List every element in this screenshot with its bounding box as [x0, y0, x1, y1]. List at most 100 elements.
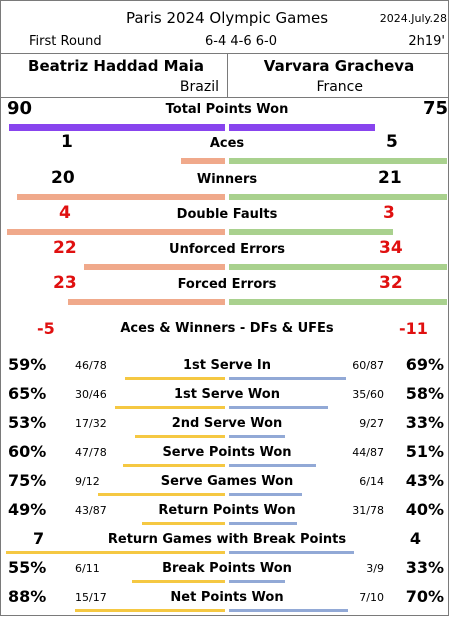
- 2nd-serve-won-player-2-percent: 33%: [405, 413, 444, 432]
- 2nd-serve-won-player-1-percent: 53%: [8, 413, 47, 432]
- 1st-serve-won-player-2-percent: 58%: [405, 384, 444, 403]
- total-points-won-player-2-bar: [229, 124, 375, 131]
- unforced-errors-label: Unforced Errors: [169, 242, 285, 257]
- event-title: Paris 2024 Olympic Games: [125, 9, 329, 27]
- break-points-won-player-1-fraction: 6/11: [75, 562, 100, 575]
- serve-points-won-player-2-bar: [229, 464, 316, 467]
- 1st-serve-in-label: 1st Serve In: [182, 358, 272, 373]
- player-1-name: Beatriz Haddad Maia: [28, 57, 204, 75]
- winners-player-1-value: 20: [51, 168, 75, 188]
- total-points-won-player-2-value: 75: [423, 98, 449, 119]
- serve-points-won-label: Serve Points Won: [162, 445, 292, 460]
- aces-player-1-value: 1: [61, 132, 73, 152]
- forced-errors-player-1-bar: [68, 299, 225, 305]
- net-points-won-player-1-fraction: 15/17: [75, 591, 107, 604]
- header-divider: [1, 53, 448, 54]
- break-points-won-player-2-fraction: 3/9: [366, 562, 384, 575]
- round-label: First Round: [29, 34, 102, 49]
- forced-errors-player-2-value: 32: [379, 273, 403, 293]
- 2nd-serve-won-player-1-fraction: 17/32: [75, 417, 107, 430]
- net-points-won-label: Net Points Won: [170, 590, 284, 605]
- break-points-won-label: Break Points Won: [162, 561, 292, 576]
- unforced-errors-player-1-bar: [83, 264, 225, 270]
- aces-player-2-value: 5: [386, 132, 398, 152]
- 1st-serve-in-player-1-percent: 59%: [8, 355, 47, 374]
- net-points-won-player-2-fraction: 7/10: [359, 591, 384, 604]
- forced-errors-player-2-bar: [229, 299, 447, 305]
- return-points-won-player-1-fraction: 43/87: [75, 504, 107, 517]
- 1st-serve-won-player-1-bar: [114, 406, 225, 409]
- 1st-serve-in-player-1-fraction: 46/78: [75, 359, 107, 372]
- unforced-errors-player-2-value: 34: [379, 238, 403, 258]
- player-2-name: Varvara Gracheva: [263, 57, 415, 75]
- serve-games-won-player-2-bar: [229, 493, 303, 496]
- net-points-won-player-2-percent: 70%: [405, 587, 444, 606]
- return-games-with-break-points-player-2-percent: 4: [409, 529, 421, 548]
- match-duration: 2h19': [408, 34, 445, 49]
- serve-games-won-player-2-percent: 43%: [405, 471, 444, 490]
- 1st-serve-won-player-2-bar: [229, 406, 328, 409]
- break-points-won-player-1-percent: 55%: [8, 558, 47, 577]
- player-2-net-score: -11: [399, 319, 428, 338]
- break-points-won-player-2-bar: [229, 580, 286, 583]
- 1st-serve-in-player-2-fraction: 60/87: [352, 359, 384, 372]
- double-faults-player-1-value: 4: [59, 203, 71, 223]
- 2nd-serve-won-player-1-bar: [134, 435, 225, 438]
- winners-player-1-bar: [17, 194, 225, 200]
- 2nd-serve-won-player-2-bar: [229, 435, 286, 438]
- return-points-won-player-2-fraction: 31/78: [352, 504, 384, 517]
- return-points-won-player-1-bar: [141, 522, 225, 525]
- return-games-with-break-points-player-1-percent: 7: [33, 529, 45, 548]
- winners-player-2-bar: [229, 194, 447, 200]
- 1st-serve-won-player-1-percent: 65%: [8, 384, 47, 403]
- serve-games-won-player-1-percent: 75%: [8, 471, 47, 490]
- player-1-country: Brazil: [179, 79, 219, 95]
- 1st-serve-in-player-2-bar: [229, 377, 347, 380]
- serve-games-won-player-1-fraction: 9/12: [75, 475, 100, 488]
- unforced-errors-player-1-value: 22: [53, 238, 77, 258]
- match-date: 2024.July.28: [379, 12, 447, 25]
- unforced-errors-player-2-bar: [229, 264, 447, 270]
- player-2-country: France: [316, 79, 363, 95]
- total-points-won-player-1-value: 90: [7, 98, 33, 119]
- return-games-with-break-points-player-1-bar: [6, 551, 225, 554]
- break-points-won-player-2-percent: 33%: [405, 558, 444, 577]
- return-points-won-player-2-percent: 40%: [405, 500, 444, 519]
- double-faults-label: Double Faults: [176, 207, 278, 222]
- player-divider: [227, 53, 228, 97]
- serve-points-won-player-1-percent: 60%: [8, 442, 47, 461]
- 1st-serve-in-player-2-percent: 69%: [405, 355, 444, 374]
- serve-games-won-player-1-bar: [97, 493, 225, 496]
- serve-points-won-player-2-fraction: 44/87: [352, 446, 384, 459]
- 1st-serve-in-player-1-bar: [124, 377, 225, 380]
- aces-player-2-bar: [229, 158, 447, 164]
- serve-games-won-player-2-fraction: 6/14: [359, 475, 384, 488]
- return-points-won-player-2-bar: [229, 522, 297, 525]
- double-faults-player-1-bar: [7, 229, 225, 235]
- 2nd-serve-won-label: 2nd Serve Won: [171, 416, 283, 431]
- total-points-won-player-1-bar: [9, 124, 225, 131]
- serve-points-won-player-2-percent: 51%: [405, 442, 444, 461]
- aces-label: Aces: [209, 136, 245, 151]
- 1st-serve-won-player-1-fraction: 30/46: [75, 388, 107, 401]
- break-points-won-player-1-bar: [131, 580, 225, 583]
- return-points-won-player-1-percent: 49%: [8, 500, 47, 519]
- 1st-serve-won-player-2-fraction: 35/60: [352, 388, 384, 401]
- return-games-with-break-points-label: Return Games with Break Points: [107, 532, 347, 547]
- double-faults-player-2-bar: [229, 229, 393, 235]
- net-score-title: Aces & Winners - DFs & UFEs: [120, 321, 334, 336]
- net-points-won-player-2-bar: [229, 609, 348, 612]
- return-games-with-break-points-player-2-bar: [229, 551, 355, 554]
- double-faults-player-2-value: 3: [383, 203, 395, 223]
- serve-points-won-player-1-fraction: 47/78: [75, 446, 107, 459]
- return-points-won-label: Return Points Won: [158, 503, 296, 518]
- serve-games-won-label: Serve Games Won: [160, 474, 294, 489]
- 2nd-serve-won-player-2-fraction: 9/27: [359, 417, 384, 430]
- winners-label: Winners: [196, 172, 258, 187]
- forced-errors-player-1-value: 23: [53, 273, 77, 293]
- aces-player-1-bar: [181, 158, 225, 164]
- net-points-won-player-1-bar: [75, 609, 225, 612]
- players-divider: [1, 97, 448, 98]
- player-1-net-score: -5: [37, 319, 55, 338]
